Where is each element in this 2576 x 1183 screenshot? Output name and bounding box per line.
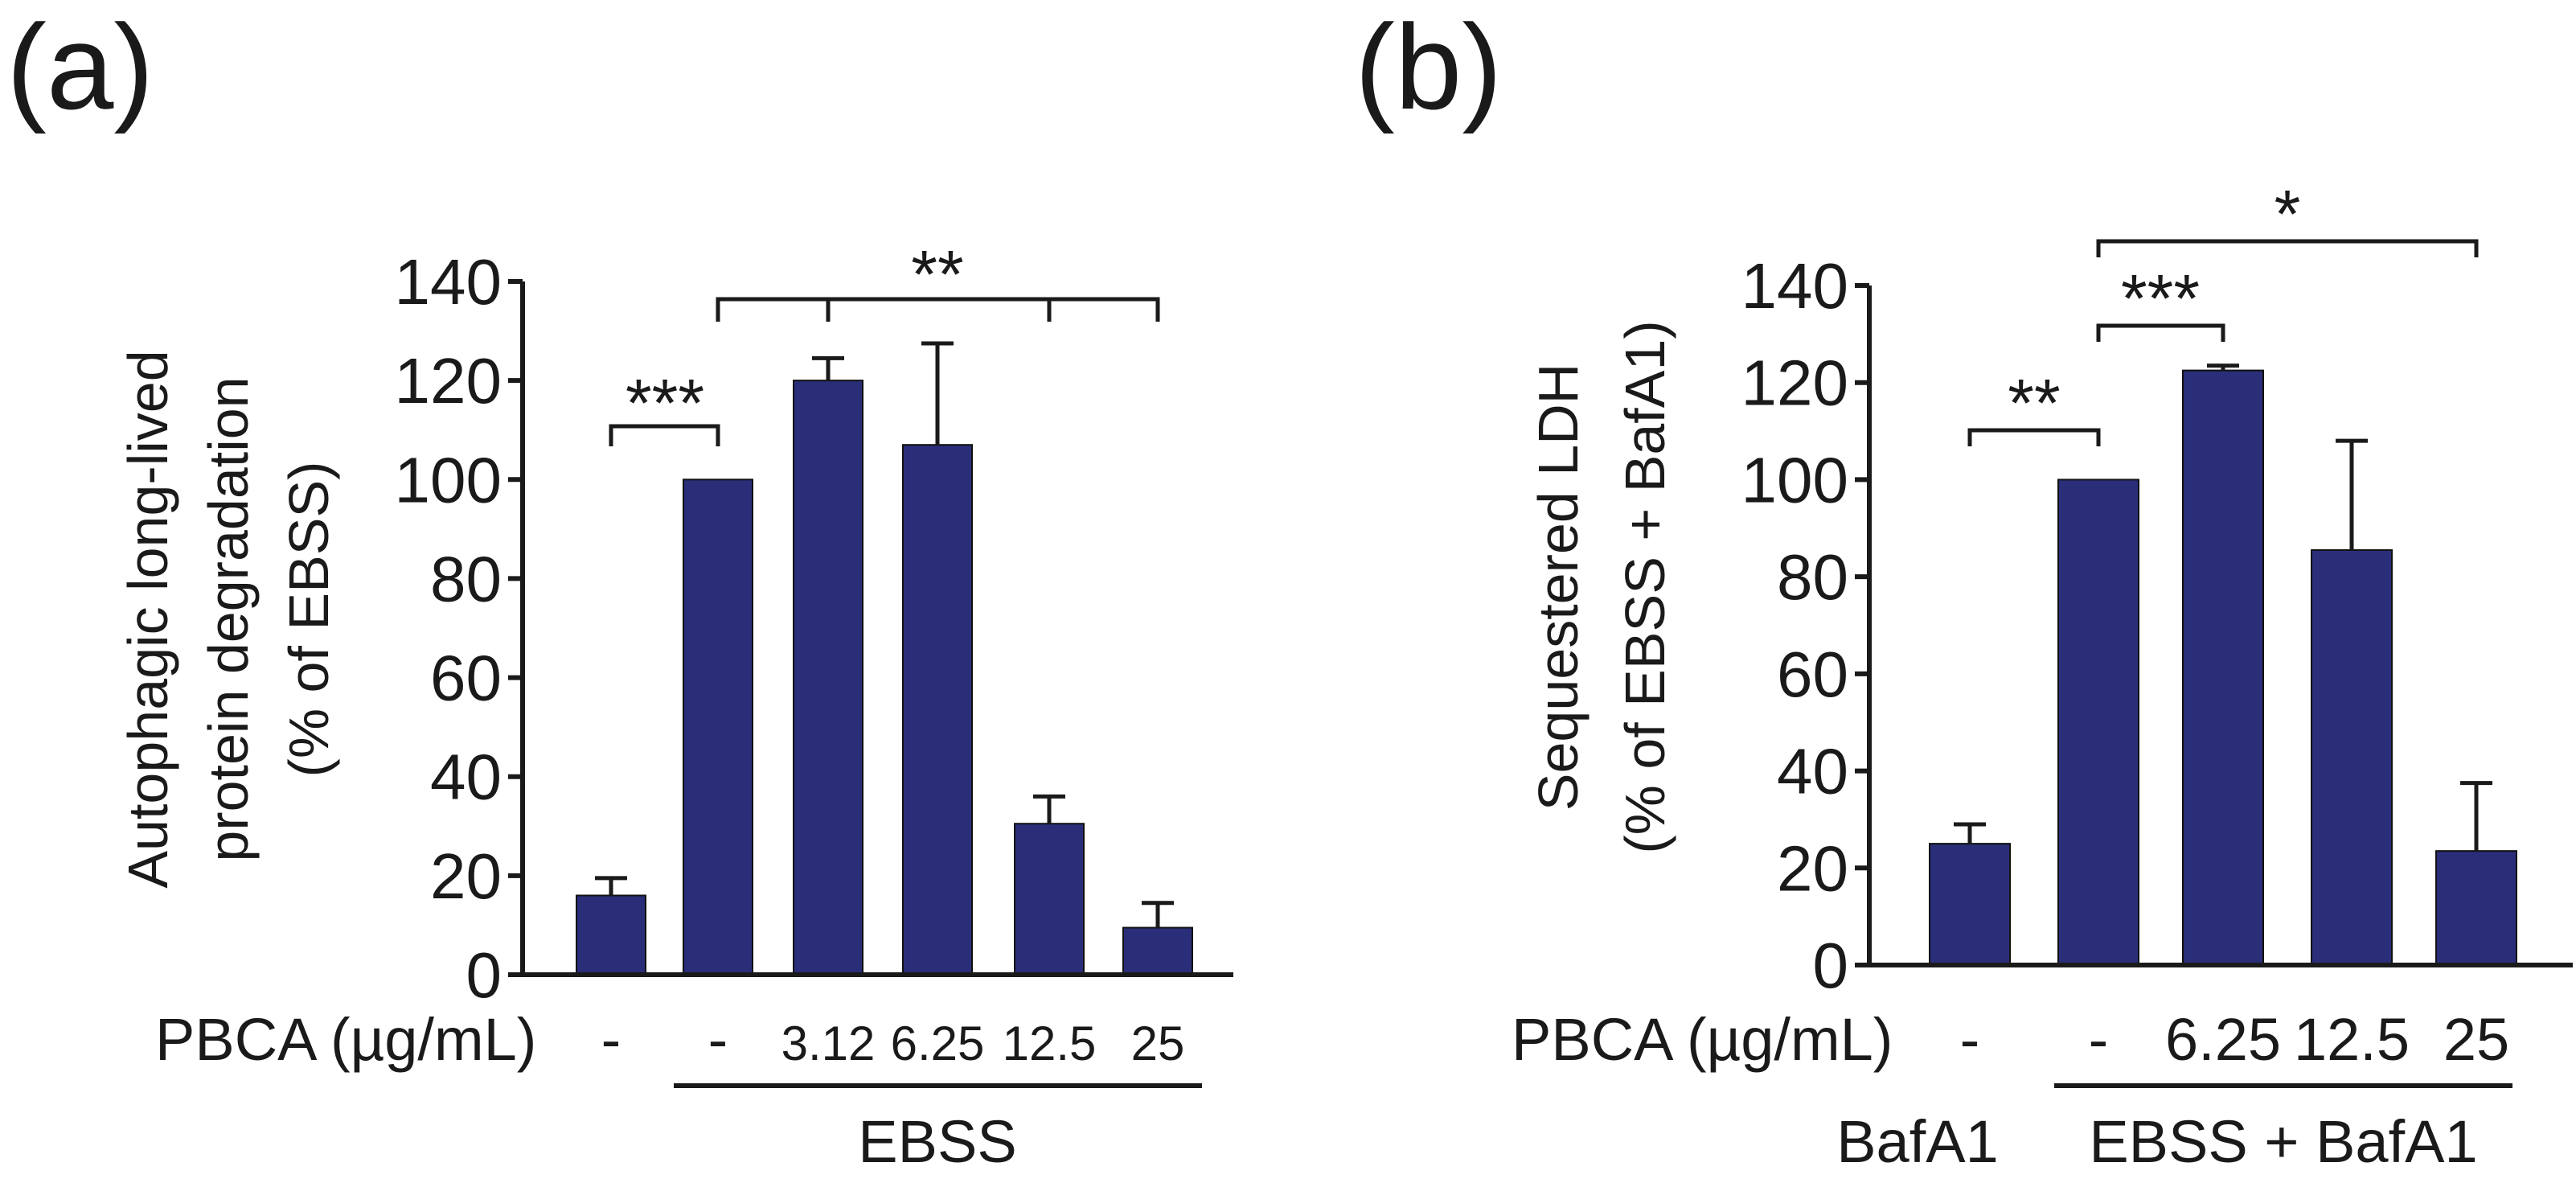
error-bar: [1142, 901, 1174, 928]
panel-a-y-ticks: 0 20 40 60 80 100 120 140: [395, 246, 523, 1011]
y-tick-label: 60: [1777, 639, 1848, 710]
category-label: -: [2089, 1006, 2109, 1073]
panel-b-label: (b): [1355, 0, 1502, 134]
panel-b-bars: [1929, 364, 2517, 967]
y-tick-label: 40: [430, 741, 502, 813]
bar: [2435, 850, 2517, 967]
category-label: -: [601, 1006, 621, 1073]
panel-b-sig-2: ***: [2121, 261, 2200, 336]
bar: [683, 479, 753, 976]
category-label: 12.5: [1003, 1017, 1097, 1070]
bar: [902, 444, 973, 976]
error-bar: [2460, 781, 2492, 852]
y-tick-label: 120: [1741, 347, 1848, 419]
y-tick-label: 20: [1777, 832, 1848, 904]
panel-b-sig-1: **: [2008, 365, 2060, 441]
panel-b-y-axis-title-line: (% of EBSS + BafA1): [1614, 320, 1676, 853]
panel-b-bracket-3: [2096, 239, 2479, 257]
y-tick-label: 0: [1813, 930, 1849, 1001]
bar: [1929, 843, 2011, 967]
bar: [793, 380, 863, 976]
panel-b-significance: ** *** *: [1967, 176, 2479, 446]
panel-b-group-label-ebss-bafa1: EBSS + BafA1: [2089, 1108, 2477, 1175]
category-label: 12.5: [2294, 1006, 2410, 1073]
panel-a-y-axis-title-line: Autophagic long-lived: [117, 350, 179, 888]
y-tick-label: 40: [1777, 736, 1848, 807]
panel-a-row-label: PBCA (µg/mL): [155, 1006, 536, 1073]
panel-b-sig-3: *: [2275, 176, 2301, 252]
y-tick-label: 100: [1741, 444, 1848, 516]
panel-b-categories: - -6.25 12.5 25: [1960, 1006, 2509, 1073]
error-bar: [921, 341, 954, 446]
panel-b: (b) Sequestered LDH (% of EBSS + BafA1) …: [1355, 0, 2573, 1175]
category-label: 25: [1131, 1017, 1185, 1070]
panel-a: (a) Autophagic long-lived protein degrad…: [6, 0, 1233, 1175]
y-tick-label: 80: [1777, 541, 1848, 613]
error-bar: [812, 355, 844, 381]
panel-a-bracket-2: [716, 297, 1160, 322]
panel-a-group-label: EBSS: [858, 1108, 1016, 1175]
category-label: 6.25: [2165, 1006, 2281, 1073]
panel-b-bracket-2: [2096, 323, 2225, 342]
panel-b-y-axis-title: Sequestered LDH (% of EBSS + BafA1): [1527, 320, 1676, 853]
panel-b-bracket-1: [1967, 428, 2101, 446]
bar: [1014, 823, 1085, 976]
y-tick-label: 60: [430, 643, 502, 714]
panel-b-y-ticks: 0 20 40 60 80 100 120 140: [1741, 250, 1869, 1001]
y-tick-label: 140: [1741, 250, 1848, 322]
category-label: 25: [2443, 1006, 2509, 1073]
panel-a-y-axis-title-line: (% of EBSS): [277, 462, 340, 778]
y-tick-label: 80: [430, 543, 502, 614]
panel-a-bracket-1: [609, 424, 720, 446]
panel-a-label: (a): [6, 0, 154, 134]
category-label: -: [1960, 1006, 1980, 1073]
y-tick-label: 140: [395, 246, 502, 318]
error-bar: [2336, 438, 2368, 550]
panel-a-significance: *** **: [609, 236, 1160, 446]
category-label: 6.25: [891, 1017, 985, 1070]
panel-a-sig-2: **: [911, 236, 963, 312]
bar: [1122, 926, 1193, 976]
panel-b-row-label: PBCA (µg/mL): [1512, 1006, 1893, 1073]
error-bar: [1954, 822, 1986, 844]
bar: [2182, 369, 2264, 966]
panel-a-sig-1: ***: [626, 365, 704, 441]
category-label: -: [708, 1006, 728, 1073]
y-tick-label: 120: [395, 345, 502, 417]
y-tick-label: 100: [395, 444, 502, 516]
bar: [2057, 479, 2139, 966]
error-bar: [1033, 794, 1065, 824]
error-bar: [595, 876, 627, 896]
bar: [576, 894, 646, 976]
panel-a-categories: - -3.12 6.25 12.5 25: [601, 1006, 1185, 1073]
panel-b-y-axis-title-line: Sequestered LDH: [1527, 364, 1589, 811]
panel-a-y-axis-title: Autophagic long-lived protein degradatio…: [117, 350, 340, 888]
bar: [2311, 548, 2393, 966]
y-tick-label: 20: [430, 840, 502, 912]
y-tick-label: 0: [466, 939, 502, 1011]
panel-a-y-axis-title-line: protein degradation: [197, 376, 260, 861]
category-label: 3.12: [781, 1017, 876, 1070]
panel-b-group-label-bafa1: BafA1: [1836, 1108, 1999, 1175]
error-bar: [2207, 364, 2239, 371]
